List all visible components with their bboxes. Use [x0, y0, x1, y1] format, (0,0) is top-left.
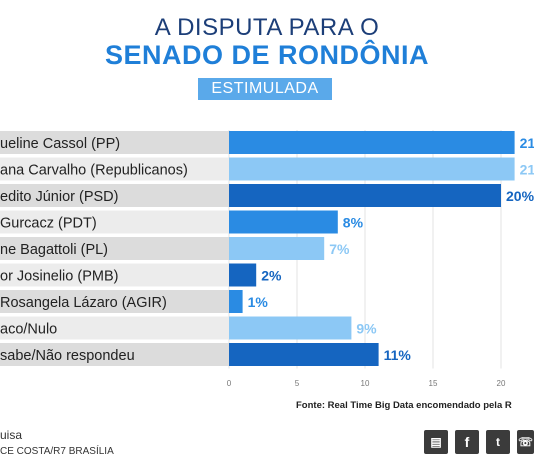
x-tick-label: 0 — [227, 379, 232, 388]
bar — [229, 263, 257, 287]
value-label: 1% — [248, 294, 269, 310]
value-label: 2% — [261, 268, 282, 284]
bar-chart: ueline Cassol (PP) 21% ana Carvalho (Repub… — [0, 130, 534, 388]
row-label-band — [0, 157, 229, 181]
bar — [229, 237, 325, 260]
category-label: Gurcacz (PDT) — [0, 216, 97, 232]
bar — [229, 157, 515, 181]
category-label: aco/Nulo — [0, 322, 57, 338]
bar — [229, 290, 243, 313]
category-label: ne Bagattoli (PL) — [0, 242, 108, 258]
bar — [229, 210, 338, 234]
twitter-icon[interactable]: t — [486, 430, 510, 454]
source-note: Fonte: Real Time Big Data encomendado pe… — [296, 400, 512, 411]
survey-type-badge: ESTIMULADA — [198, 78, 332, 100]
x-tick-label: 15 — [429, 379, 438, 388]
row-label-band — [0, 210, 229, 234]
chart-rows: ueline Cassol (PP) 21% ana Carvalho (Repub… — [0, 131, 534, 366]
row-label-band — [0, 316, 229, 340]
bar — [229, 131, 515, 154]
facebook-icon[interactable]: f — [455, 430, 479, 454]
row-label-band — [0, 131, 229, 154]
footer-survey-label: uisa — [0, 428, 23, 442]
row-label-band — [0, 343, 229, 366]
row-label-band — [0, 237, 229, 260]
whatsapp-icon[interactable]: ☏ — [517, 430, 534, 454]
bar — [229, 184, 501, 207]
category-label: or Josinelio (PMB) — [0, 269, 118, 285]
title-line-1: A DISPUTA PARA O — [154, 14, 380, 41]
value-label: 7% — [329, 241, 350, 257]
category-label: ana Carvalho (Republicanos) — [0, 163, 188, 179]
value-label: 9% — [356, 321, 377, 337]
news-icon[interactable]: ▤ — [424, 430, 448, 454]
value-label: 11% — [384, 347, 412, 363]
x-tick-label: 5 — [295, 379, 300, 388]
x-tick-label: 20 — [497, 379, 506, 388]
bar — [229, 343, 379, 366]
category-label: Rosangela Lázaro (AGIR) — [0, 295, 167, 311]
category-label: edito Júnior (PSD) — [0, 189, 118, 205]
bar — [229, 316, 352, 340]
row-label-band — [0, 184, 229, 207]
x-tick-label: 10 — [361, 379, 370, 388]
value-label: 21% — [520, 162, 534, 178]
footer-credit: CE COSTA/R7 BRASÍLIA — [0, 446, 114, 457]
category-label: ueline Cassol (PP) — [0, 136, 120, 152]
value-label: 21% — [520, 135, 534, 151]
value-label: 8% — [343, 215, 364, 231]
value-label: 20% — [506, 188, 534, 204]
x-axis-ticks: 0 5 10 15 20 — [227, 379, 506, 388]
row-label-band — [0, 290, 229, 313]
row-label-band — [0, 263, 229, 287]
title-line-2: SENADO DE RONDÔNIA — [104, 40, 430, 70]
category-label: sabe/Não respondeu — [0, 348, 135, 364]
